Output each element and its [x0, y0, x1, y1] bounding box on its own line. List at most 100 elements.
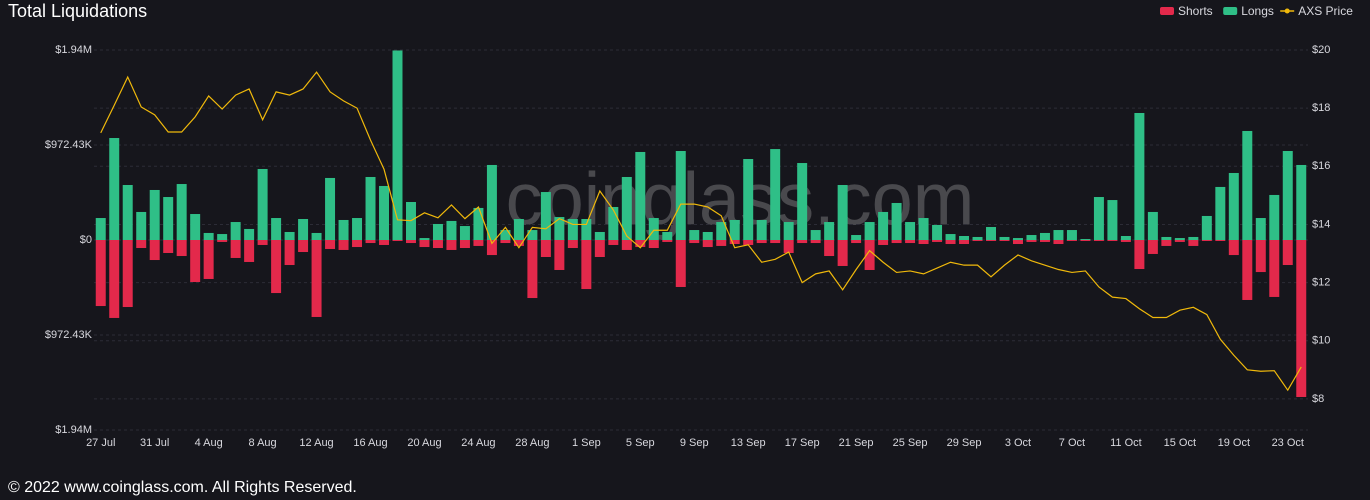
bar: [540, 192, 551, 240]
y2-tick-label: $16: [1312, 160, 1330, 172]
bar: [770, 240, 781, 244]
bar: [1282, 151, 1293, 240]
bar: [905, 240, 916, 244]
bar: [1242, 130, 1253, 240]
bar: [567, 240, 578, 249]
bar: [203, 240, 214, 279]
bar: [257, 240, 268, 245]
bar: [122, 184, 133, 240]
bar: [1053, 240, 1064, 245]
bar: [608, 240, 619, 245]
x-tick-label: 8 Aug: [249, 437, 277, 449]
bar: [446, 240, 457, 250]
bar: [986, 240, 997, 241]
bar: [136, 211, 147, 240]
bar: [1107, 200, 1118, 240]
bar: [743, 240, 754, 245]
bar: [783, 240, 794, 253]
bar: [837, 240, 848, 266]
bar: [163, 197, 174, 240]
x-tick-label: 4 Aug: [195, 437, 223, 449]
x-tick-label: 21 Sep: [839, 437, 874, 449]
bar: [1026, 240, 1037, 242]
bar: [379, 185, 390, 240]
bar: [1188, 240, 1199, 246]
bar: [1296, 164, 1307, 240]
bar: [217, 234, 228, 240]
bar: [864, 222, 875, 240]
bar: [432, 223, 443, 240]
bar: [1188, 236, 1199, 240]
footer: © 2022 www.coinglass.com. All Rights Res…: [8, 479, 357, 496]
legend-label: AXS Price: [1298, 4, 1353, 18]
bar: [1269, 240, 1280, 297]
x-tick-label: 20 Aug: [407, 437, 441, 449]
bar: [878, 240, 889, 245]
bar: [662, 240, 673, 242]
bar: [352, 218, 363, 240]
x-tick-label: 9 Sep: [680, 437, 709, 449]
bar: [284, 231, 295, 240]
bar: [756, 240, 767, 244]
bar: [675, 151, 686, 240]
y2-tick-label: $18: [1312, 102, 1330, 114]
bar: [217, 240, 228, 242]
x-tick-label: 5 Sep: [626, 437, 655, 449]
bar: [702, 231, 713, 240]
bar: [675, 240, 686, 287]
y-tick-label: $1.94M: [55, 424, 92, 436]
x-tick-label: 23 Oct: [1272, 437, 1304, 449]
bar: [500, 240, 511, 244]
bar: [244, 240, 255, 262]
bar: [432, 240, 443, 249]
bar: [635, 240, 646, 248]
bar: [999, 236, 1010, 240]
bar: [648, 240, 659, 249]
bar: [729, 219, 740, 240]
bar: [1066, 240, 1077, 241]
bar: [824, 240, 835, 257]
bar: [419, 240, 430, 248]
bar: [891, 240, 902, 244]
bar: [554, 240, 565, 270]
bar: [1282, 240, 1293, 266]
bar: [689, 240, 700, 244]
bar: [797, 163, 808, 240]
bar: [298, 218, 309, 240]
bar: [1255, 240, 1266, 273]
bar: [1134, 112, 1145, 240]
bar: [527, 230, 538, 240]
bar: [1012, 240, 1023, 245]
bar: [1147, 240, 1158, 254]
bar: [392, 50, 403, 240]
bar: [716, 222, 727, 240]
bar: [932, 224, 943, 240]
bar: [1201, 215, 1212, 240]
bar: [244, 228, 255, 240]
x-tick-label: 1 Sep: [572, 437, 601, 449]
bar: [972, 236, 983, 240]
bar: [149, 240, 160, 261]
bar: [1228, 172, 1239, 240]
x-tick-label: 12 Aug: [299, 437, 333, 449]
bar: [891, 202, 902, 240]
bar: [379, 240, 390, 245]
bar: [1215, 186, 1226, 240]
bar: [824, 222, 835, 240]
bar: [1039, 232, 1050, 240]
bar: [729, 240, 740, 245]
legend-marker: [1284, 8, 1290, 14]
bar: [1228, 240, 1239, 256]
bar: [419, 238, 430, 240]
bar: [1174, 240, 1185, 242]
bar: [446, 220, 457, 240]
bar: [878, 211, 889, 240]
legend-label: Longs: [1241, 4, 1274, 18]
y2-tick-label: $14: [1312, 218, 1330, 230]
bar: [608, 206, 619, 240]
x-tick-label: 16 Aug: [353, 437, 387, 449]
bar: [284, 240, 295, 266]
bar: [230, 222, 241, 240]
bar: [1147, 211, 1158, 240]
